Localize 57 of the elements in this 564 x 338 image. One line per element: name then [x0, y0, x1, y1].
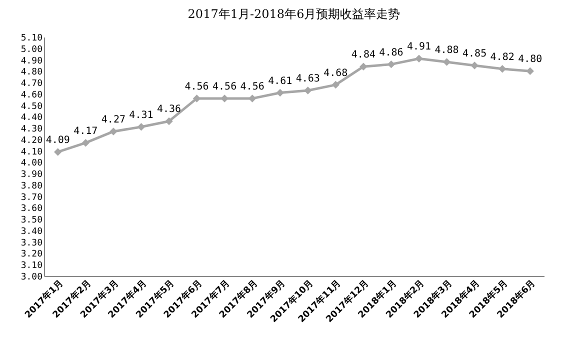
- data-label: 4.68: [324, 68, 348, 79]
- data-label: 4.09: [46, 134, 70, 146]
- point: [332, 80, 340, 89]
- point: [137, 123, 146, 131]
- point: [276, 88, 284, 97]
- y-tick-label: 4.00: [20, 158, 42, 169]
- data-label: 4.56: [184, 81, 209, 92]
- data-label: 4.61: [268, 76, 292, 87]
- data-label: 4.27: [101, 114, 126, 126]
- point: [220, 94, 228, 102]
- point: [110, 128, 118, 136]
- data-label: 4.63: [296, 73, 320, 84]
- y-tick-label: 4.80: [20, 68, 42, 78]
- y-tick-label: 4.50: [20, 102, 42, 112]
- data-label: 4.31: [129, 110, 154, 121]
- data-label: 4.84: [351, 50, 376, 61]
- y-tick-label: 5.10: [20, 34, 42, 44]
- y-tick-label: 4.90: [20, 56, 42, 66]
- point: [304, 86, 312, 94]
- point: [498, 64, 506, 73]
- data-label: 4.56: [212, 81, 237, 92]
- point: [360, 62, 368, 70]
- data-label: 4.91: [406, 42, 432, 53]
- data-label: 4.56: [240, 81, 264, 92]
- point: [387, 60, 396, 68]
- data-label: 4.86: [379, 47, 404, 58]
- data-label: 4.88: [434, 45, 459, 56]
- data-label: 4.36: [156, 104, 182, 116]
- y-tick-label: 3.00: [20, 272, 42, 282]
- y-tick-label: 3.80: [20, 181, 42, 192]
- y-tick-label: 3.70: [20, 192, 42, 203]
- point: [526, 67, 534, 76]
- y-tick-label: 3.20: [20, 250, 42, 260]
- point: [82, 138, 90, 147]
- y-tick-label: 4.10: [20, 147, 42, 158]
- point: [165, 117, 173, 126]
- y-tick-label: 4.70: [20, 79, 42, 90]
- y-tick-label: 4.20: [20, 136, 42, 146]
- point: [54, 148, 62, 156]
- point: [415, 54, 423, 62]
- chart-title: 2017年1月-2018年6月预期收益率走势: [188, 7, 400, 21]
- data-label: 4.80: [518, 54, 542, 66]
- y-tick-label: 5.00: [20, 44, 42, 55]
- y-tick-label: 3.40: [20, 226, 42, 237]
- y-tick-label: 4.60: [20, 90, 42, 100]
- data-label: 4.85: [462, 48, 487, 60]
- y-tick-label: 3.50: [20, 216, 42, 226]
- data-label: 4.17: [74, 126, 98, 137]
- point: [470, 62, 478, 70]
- data-label: 4.82: [490, 52, 514, 63]
- y-tick-label: 3.30: [20, 238, 42, 248]
- y-tick-label: 3.60: [20, 204, 42, 214]
- y-tick-label: 4.30: [20, 124, 42, 135]
- point: [442, 58, 451, 66]
- y-tick-label: 4.40: [20, 113, 42, 124]
- y-tick-label: 3.10: [20, 261, 42, 272]
- y-tick-label: 3.90: [20, 170, 42, 180]
